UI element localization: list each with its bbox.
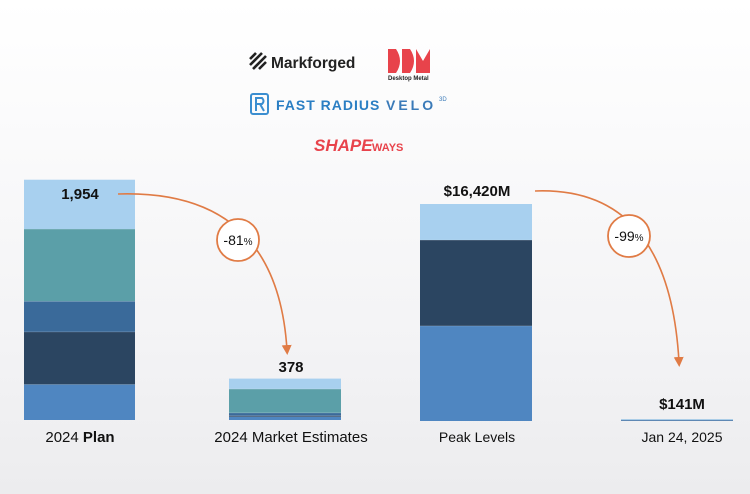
velo3d-wordmark: VELO (386, 97, 436, 113)
total-label: 378 (278, 359, 303, 376)
change-badge-label: -99% (614, 228, 643, 244)
total-label: $141M (659, 396, 705, 413)
shapeways-wordmark-b: WAYS (372, 142, 403, 154)
desktop-metal-logo: Desktop Metal (388, 49, 430, 82)
shapeways-logo: SHAPE WAYS (314, 136, 403, 155)
velo3d-superscript: 3D (439, 97, 447, 103)
bar-segment (420, 204, 532, 240)
total-label: $16,420M (444, 183, 511, 200)
category-label: Jan 24, 2025 (642, 429, 723, 445)
shapeways-wordmark-a: SHAPE (314, 136, 373, 155)
markforged-logo: Markforged (249, 52, 355, 72)
desktop-metal-wordmark: Desktop Metal (388, 76, 429, 82)
change-badge (607, 214, 651, 258)
bar-segment (229, 416, 341, 420)
fast-radius-wordmark: FAST RADIUS (276, 97, 380, 113)
category-label: 2024 Market Estimates (214, 429, 367, 446)
category-label: Peak Levels (439, 429, 515, 445)
fast-radius-logo: FAST RADIUS (250, 93, 380, 115)
bar-segment (420, 239, 532, 326)
change-arrow (534, 190, 684, 367)
category-label: 2024 Plan (45, 429, 114, 446)
bar-segment (229, 412, 341, 416)
change-badge (216, 218, 260, 262)
bar-segment (229, 378, 341, 389)
bar-segment (24, 384, 135, 420)
bars-layer (24, 179, 733, 421)
bar-segment (24, 331, 135, 385)
bar-segment (621, 419, 733, 420)
desktop-metal-icon (388, 49, 430, 73)
bar-segment (24, 179, 135, 229)
bar-segment (24, 301, 135, 332)
bar-segment (229, 415, 341, 417)
markforged-wordmark: Markforged (271, 55, 355, 72)
bar-segment (420, 325, 532, 421)
bar-segment (24, 229, 135, 302)
velo3d-logo: VELO 3D (386, 97, 447, 113)
bar-segment (621, 420, 733, 421)
arrows-layer: -81% -99% (117, 190, 684, 367)
markforged-icon (249, 52, 267, 70)
fast-radius-icon (250, 93, 269, 115)
total-label: 1,954 (61, 186, 99, 203)
labels-layer: 1,954 2024 Plan 378 2024 Market Estimates $1… (45, 183, 722, 446)
change-badge-label: -81% (223, 232, 252, 248)
change-arrow (117, 193, 292, 355)
bar-segment (229, 388, 341, 413)
